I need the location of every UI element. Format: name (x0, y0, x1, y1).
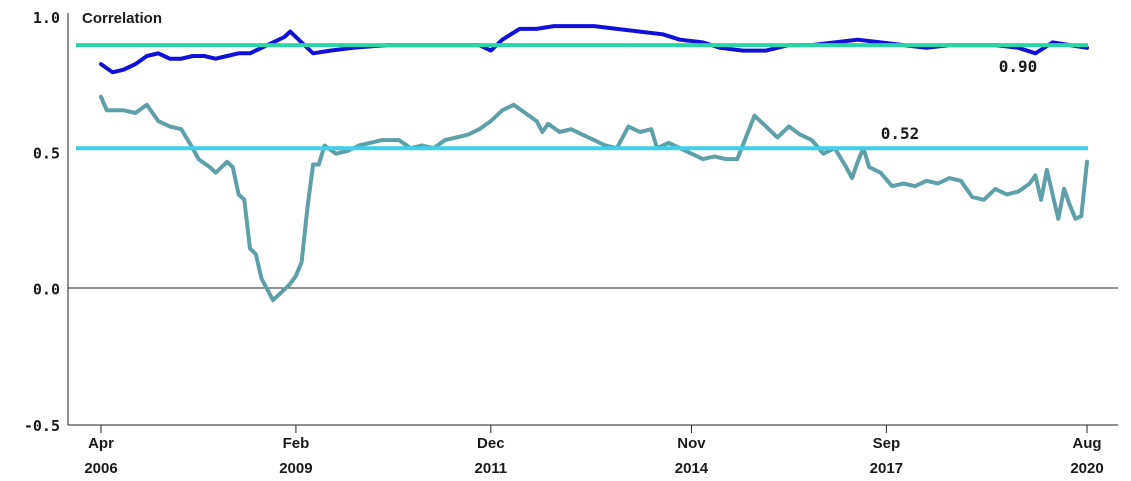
x-tick-month: Aug (1072, 435, 1101, 452)
x-tick-month: Apr (88, 435, 114, 452)
reference-line-label: 0.90 (999, 57, 1038, 76)
y-tick-label: 0.5 (33, 145, 60, 163)
x-tick-month: Dec (477, 435, 505, 452)
series-line-1 (99, 24, 1089, 75)
x-tick-month: Sep (873, 435, 901, 452)
x-tick-year: 2014 (675, 460, 709, 477)
x-tick-group: Apr 2006 Feb 2009 Dec 2011 Nov 2014 Sep 2017 Aug 20… (84, 425, 1104, 477)
y-axis-label: Correlation (82, 10, 162, 27)
y-tick-label: -0.5 (24, 417, 60, 435)
reference-lines: 0.90 0.52 (76, 43, 1088, 151)
y-tick-label: 0.0 (33, 280, 60, 298)
x-tick-year: 2011 (475, 460, 508, 477)
x-tick-year: 2009 (279, 460, 312, 477)
series-line-2 (99, 94, 1089, 303)
x-tick-month: Nov (677, 435, 706, 452)
reference-line-label: 0.52 (881, 124, 920, 143)
series-group (99, 24, 1089, 303)
x-tick-year: 2017 (870, 460, 903, 477)
x-tick-year: 2006 (84, 460, 117, 477)
y-tick-labels: 1.0 0.5 0.0 -0.5 (24, 9, 60, 435)
y-tick-label: 1.0 (33, 9, 60, 27)
x-tick-year: 2020 (1070, 460, 1103, 477)
x-tick-month: Feb (283, 435, 310, 452)
